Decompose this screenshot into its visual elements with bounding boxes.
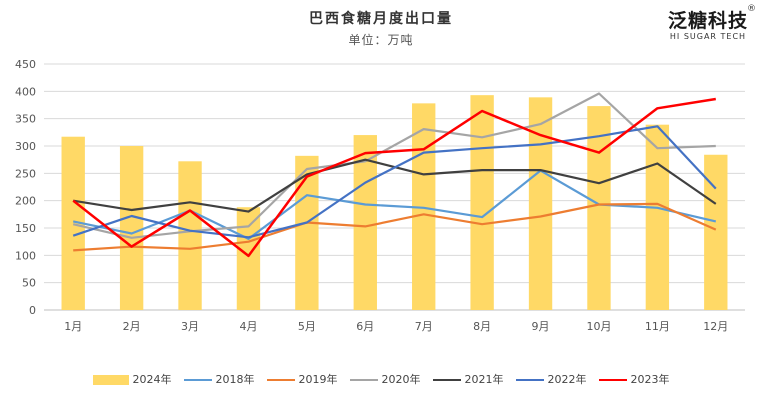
x-tick-label: 9月 (532, 320, 550, 333)
x-tick-label: 2月 (123, 320, 141, 333)
brand-logo: 泛糖科技 HI SUGAR TECH ® (667, 4, 756, 41)
y-tick-label: 100 (15, 249, 36, 262)
x-tick-label: 11月 (645, 320, 670, 333)
legend-swatch (92, 375, 129, 385)
legend-label: 2019年 (298, 373, 338, 386)
y-tick-label: 150 (15, 222, 36, 235)
chart-subtitle: 单位：万吨 (348, 33, 414, 47)
line-2022年 (72, 125, 717, 239)
bar-series (61, 95, 728, 311)
x-tick-label: 1月 (64, 320, 82, 333)
bar-2024-8 (470, 95, 494, 310)
line-2023年 (72, 97, 716, 258)
y-tick-label: 0 (29, 304, 36, 317)
y-tick-label: 50 (22, 277, 36, 290)
chart-title: 巴西食糖月度出口量 (309, 11, 453, 27)
y-tick-label: 450 (15, 58, 36, 71)
legend-item-2024: 2024年 (92, 371, 172, 387)
y-tick-label: 350 (15, 113, 36, 126)
y-tick-label: 250 (15, 167, 36, 180)
bar-2024-4 (236, 207, 261, 310)
legend-item-2023年: 2023年 (598, 371, 670, 387)
bar-2024-9 (528, 97, 553, 310)
legend-item-2019年: 2019年 (266, 371, 338, 387)
legend-swatch (515, 379, 544, 381)
y-tick-label: 300 (15, 140, 36, 153)
legend-item-2021年: 2021年 (432, 371, 504, 387)
line-2020年 (72, 92, 716, 239)
legend-swatch (598, 379, 627, 381)
bar-2024-5 (295, 155, 319, 310)
legend-label: 2024年 (132, 373, 172, 386)
bar-2024-3 (178, 161, 202, 310)
bar-2024-10 (587, 106, 611, 311)
x-tick-label: 5月 (298, 320, 316, 333)
y-tick-label: 200 (15, 195, 36, 208)
bar-2024-1 (61, 136, 85, 310)
line-2019年 (73, 202, 717, 252)
logo-sub-text: HI SUGAR TECH (669, 32, 747, 41)
y-axis: 0 50 100 150 200 250 300 350 400 450 (15, 58, 36, 317)
bar-2024-2 (119, 146, 144, 310)
legend-swatch (349, 379, 378, 381)
bar-2024-12 (704, 154, 728, 310)
x-tick-label: 7月 (415, 320, 433, 333)
x-tick-label: 6月 (356, 320, 374, 333)
legend-swatch (183, 379, 212, 381)
legend-item-2018年: 2018年 (183, 371, 255, 387)
y-tick-label: 400 (15, 85, 36, 98)
legend-item-2020年: 2020年 (349, 371, 421, 387)
x-tick-label: 12月 (703, 320, 728, 333)
x-tick-label: 8月 (473, 320, 491, 333)
registered-mark: ® (747, 4, 756, 14)
legend-swatch (266, 379, 295, 381)
line-series (72, 92, 717, 258)
legend: 2024年 2018年 2019年 2020年 2021年 2022年 2023年 (0, 371, 762, 387)
legend-swatch (432, 379, 461, 381)
logo-main-text: 泛糖科技 (667, 10, 748, 32)
grid-lines (44, 63, 745, 311)
legend-label: 2022年 (547, 373, 587, 386)
x-axis: 1月 2月 3月 4月 5月 6月 7月 8月 9月 10月 11月 12月 (64, 320, 728, 333)
legend-label: 2021年 (464, 373, 504, 386)
legend-label: 2023年 (630, 373, 670, 386)
legend-item-2022年: 2022年 (515, 371, 587, 387)
x-tick-label: 10月 (586, 320, 611, 333)
bar-2024-11 (645, 124, 670, 311)
legend-label: 2018年 (215, 373, 255, 386)
x-tick-label: 4月 (239, 320, 257, 333)
x-tick-label: 3月 (181, 320, 199, 333)
legend-label: 2020年 (381, 373, 421, 386)
